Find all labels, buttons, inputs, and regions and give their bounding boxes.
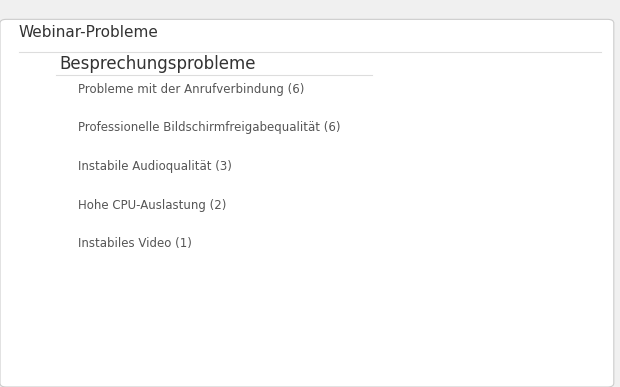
Text: Instabiles Video (1): Instabiles Video (1) <box>78 237 192 250</box>
Wedge shape <box>330 248 550 340</box>
Text: 33.3%: 33.3% <box>420 301 461 314</box>
Text: Besprechungsprobleme: Besprechungsprobleme <box>59 55 255 73</box>
Wedge shape <box>397 86 440 147</box>
Text: Professionelle Bildschirmfreigabequalität (6): Professionelle Bildschirmfreigabequalitä… <box>78 121 340 134</box>
Wedge shape <box>313 149 379 276</box>
Wedge shape <box>330 94 416 178</box>
Wedge shape <box>440 86 567 276</box>
Text: Probleme mit der Anrufverbindung (6): Probleme mit der Anrufverbindung (6) <box>78 82 304 96</box>
Text: 5.6%: 5.6% <box>407 113 440 126</box>
Text: Instabile Audioqualität (3): Instabile Audioqualität (3) <box>78 160 231 173</box>
Text: Hohe CPU-Auslastung (2): Hohe CPU-Auslastung (2) <box>78 199 226 212</box>
Text: 16.7%: 16.7% <box>326 206 366 219</box>
Text: 33.3%: 33.3% <box>502 159 542 172</box>
Text: Webinar-Probleme: Webinar-Probleme <box>19 25 159 40</box>
Text: 11.1%: 11.1% <box>359 134 400 147</box>
